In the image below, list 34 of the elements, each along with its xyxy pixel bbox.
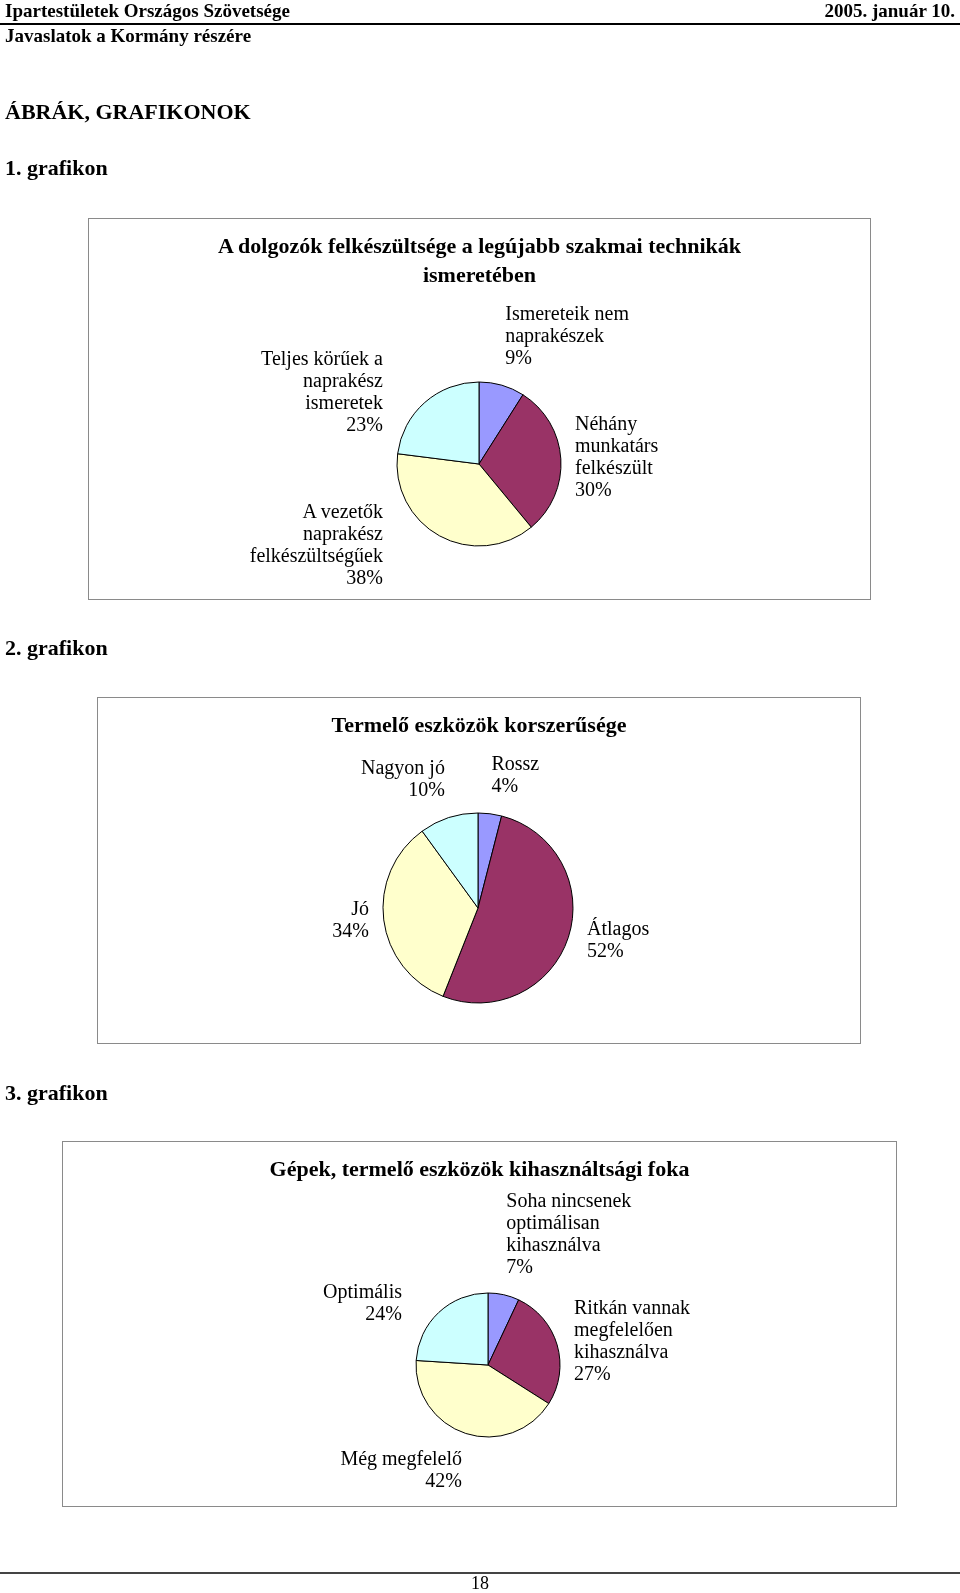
text: 2005. január 10.	[824, 0, 955, 22]
slice-label: Még megfelelő	[340, 1446, 463, 1470]
chart-title: Termelő eszközök korszerűsége	[330, 711, 628, 739]
data-label: 23%	[346, 413, 383, 436]
text: 1. grafikon	[5, 155, 108, 181]
data-label: 10%	[408, 778, 445, 801]
text: 18	[471, 1573, 489, 1593]
chart-title: Gépek, termelő eszközök kihasználtsági foka	[268, 1155, 691, 1183]
slice-label: Jó	[351, 897, 369, 920]
data-label: 27%	[574, 1361, 611, 1384]
chart-title: A dolgozók felkészültsége a legújabb szakmai technikák ismeretében	[216, 232, 743, 289]
data-label: 34%	[332, 919, 369, 942]
slice-label: Nagyon jó	[361, 756, 445, 780]
data-label: 7%	[506, 1255, 533, 1278]
slice-label: Ismereteik nem naprakészek	[505, 301, 630, 347]
text: Javaslatok a Kormány részére	[5, 25, 252, 47]
slice-label: Néhány munkatárs felkészült	[575, 412, 659, 479]
data-label: 4%	[491, 773, 519, 796]
text: ÁBRÁK, GRAFIKONOK	[5, 99, 251, 125]
slice-label: A vezetők naprakész felkészültségűek	[249, 500, 384, 568]
data-label: 42%	[425, 1468, 463, 1491]
data-label: 52%	[587, 939, 624, 962]
slice-label: Rossz	[491, 751, 540, 774]
slice-label: Átlagos	[587, 917, 650, 941]
data-label: 38%	[346, 566, 383, 589]
slice-label: Teljes körűek a naprakész ismeretek	[261, 347, 384, 414]
data-label: 30%	[575, 478, 612, 501]
slice-label: Soha nincsenek optimálisan kihasználva	[506, 1189, 632, 1256]
text: 2. grafikon	[5, 635, 108, 661]
slice-label: Optimális	[323, 1279, 403, 1303]
text: 3. grafikon	[5, 1080, 108, 1106]
data-label: 24%	[365, 1301, 402, 1324]
slice-label: Ritkán vannak megfelelően kihasználva	[574, 1295, 691, 1362]
text: Ipartestületek Országos Szövetsége	[5, 0, 290, 22]
